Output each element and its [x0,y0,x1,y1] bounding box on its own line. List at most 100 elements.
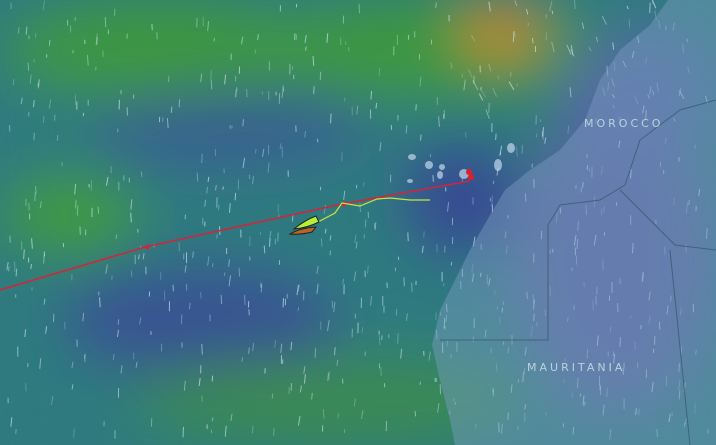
wind-streak [374,222,377,230]
wind-streak [198,378,201,386]
wind-streak [316,283,319,294]
wind-streak [447,202,450,212]
wind-streak [378,335,381,346]
wind-streak [201,343,203,355]
wind-streak [248,347,250,354]
wind-streak [353,398,356,407]
wind-streak [680,345,683,355]
wind-streak [678,363,681,372]
wind-streak [642,105,645,114]
wind-streak [647,94,651,99]
wind-streak [260,284,263,293]
wind-streak [95,33,98,45]
wind-streak [242,119,245,127]
wind-streak [505,245,508,254]
wind-streak [488,1,491,12]
mark-buoys[interactable] [466,169,474,180]
wind-streak [664,137,667,145]
wind-streak [280,343,283,353]
wind-streak [666,305,669,315]
wind-streak [507,412,509,420]
wind-streak [652,90,655,96]
wind-streak [495,363,498,372]
wind-streak [120,365,123,374]
wind-streak [435,2,437,8]
land-africa [432,0,716,445]
wind-streak [82,312,85,322]
wind-streak [685,202,689,214]
wind-streak [242,157,246,169]
wind-streak [224,425,227,437]
wind-streak [304,34,307,43]
wind-streak [23,249,25,260]
wind-streak [362,181,365,187]
wind-streak [450,62,453,69]
wind-streak [648,291,651,301]
wind-streak [549,285,552,297]
wind-streak [438,116,440,127]
wind-streak [196,172,199,182]
wind-streak [170,106,173,113]
wind-streak [42,0,46,11]
wind-streak [471,263,474,273]
wind-streak [336,359,339,367]
wind-streak [658,19,661,29]
wind-streak [355,241,358,249]
wind-streak [238,267,241,277]
wind-streak [395,308,398,316]
wind-streak [577,220,580,232]
wind-streak [97,206,100,214]
wind-streak [670,295,672,302]
wind-streak [611,94,616,99]
wind-streak [290,341,293,351]
wind-streak [668,413,671,422]
wind-streak [378,67,381,76]
wind-streak [138,254,140,260]
boat-icon[interactable] [292,215,320,230]
wind-streak [522,371,525,383]
wind-streak [353,271,357,282]
wind-streak [576,238,579,250]
wind-streak [569,87,572,98]
wind-streak [570,48,575,57]
country-borders [440,99,716,445]
wind-streak [135,361,138,368]
wind-streak [570,45,574,56]
wind-streak [613,354,616,364]
wind-streak [656,82,660,93]
wind-streak [421,245,424,253]
wind-streak [224,74,227,85]
wind-streak [687,66,690,74]
wind-streak [463,79,466,91]
wind-streak [607,82,610,91]
wind-streak [637,35,640,43]
wind-streak [508,81,515,91]
wind-streak [563,379,565,384]
wind-streak [200,73,203,83]
wind-streak [602,259,604,271]
wind-streak [10,417,13,427]
wind-streak [303,366,306,374]
wind-streak [510,384,513,393]
wind-streak [612,42,615,50]
wind-streak [6,261,9,271]
wind-streak [645,109,647,120]
wind-streak [566,317,569,322]
wind-streak [665,25,667,31]
wind-streak [327,372,329,381]
wind-streak [419,76,422,87]
wind-streak [217,204,220,211]
wind-streak [15,268,18,277]
wind-streak [606,388,608,397]
wind-streak [582,395,585,406]
wind-streak [105,264,108,274]
wind-streak [485,109,490,119]
wind-streak [375,102,378,109]
wind-streak [651,0,657,9]
wind-streak [71,361,74,369]
wind-streak [592,300,594,311]
wind-streak [649,86,652,95]
wind-streak [450,353,452,358]
wind-streak [601,15,607,25]
